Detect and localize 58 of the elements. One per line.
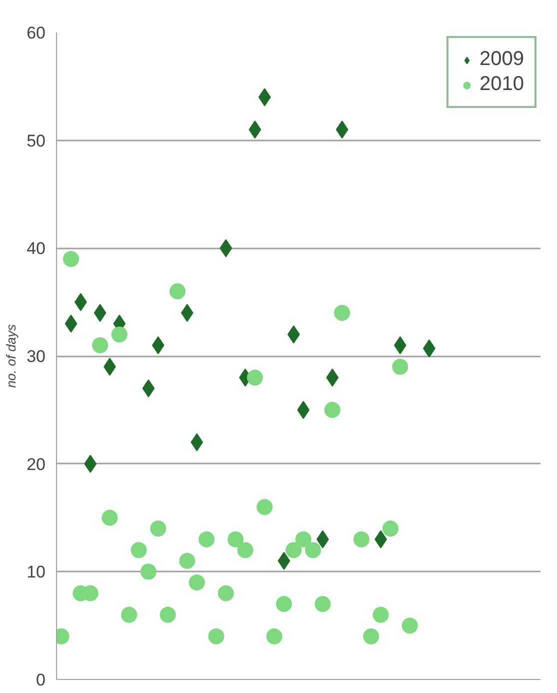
- point: [111, 326, 128, 342]
- point: [326, 368, 339, 387]
- point: [266, 628, 282, 644]
- point: [258, 88, 271, 106]
- point: [256, 498, 273, 515]
- point: [287, 325, 300, 344]
- point: [102, 510, 118, 526]
- point: [246, 370, 263, 386]
- y-tick-label: 40: [26, 239, 46, 258]
- point: [286, 542, 302, 558]
- point: [336, 120, 348, 139]
- point: [130, 542, 147, 558]
- point: [218, 585, 234, 602]
- y-tick-label: 30: [26, 347, 46, 366]
- point: [237, 542, 254, 558]
- point: [402, 618, 418, 634]
- point: [208, 628, 224, 644]
- point: [372, 606, 389, 623]
- point: [382, 520, 398, 537]
- point: [160, 606, 176, 623]
- point: [142, 379, 155, 398]
- y-tick-label: 50: [26, 131, 46, 150]
- y-tick-label: 0: [36, 670, 46, 690]
- point: [140, 564, 156, 580]
- point: [314, 596, 331, 612]
- point: [94, 304, 106, 322]
- point: [353, 531, 370, 548]
- point: [394, 336, 406, 354]
- point: [248, 120, 262, 139]
- point: [392, 358, 408, 375]
- point: [220, 239, 232, 258]
- point: [152, 336, 164, 354]
- point: [188, 574, 205, 590]
- point: [305, 542, 322, 558]
- legend-label: 2009: [480, 48, 524, 71]
- point: [228, 531, 244, 548]
- point: [121, 606, 138, 623]
- point: [63, 250, 80, 267]
- point: [84, 454, 97, 473]
- point: [92, 337, 108, 354]
- point: [150, 520, 166, 537]
- y-tick-label: 60: [26, 24, 46, 42]
- legend-label: 2010: [480, 73, 524, 96]
- point: [170, 283, 186, 300]
- y-tick-label: 20: [26, 454, 46, 474]
- point: [278, 552, 290, 570]
- y-tick-label: 10: [26, 562, 46, 582]
- point: [363, 628, 380, 644]
- point: [64, 314, 78, 333]
- point: [190, 433, 204, 452]
- point: [324, 402, 340, 418]
- point: [334, 304, 350, 321]
- point: [297, 400, 310, 419]
- y-axis-title: no. of days: [4, 324, 19, 388]
- point: [198, 531, 215, 548]
- point: [276, 596, 292, 612]
- point: [295, 531, 312, 548]
- point: [179, 552, 196, 569]
